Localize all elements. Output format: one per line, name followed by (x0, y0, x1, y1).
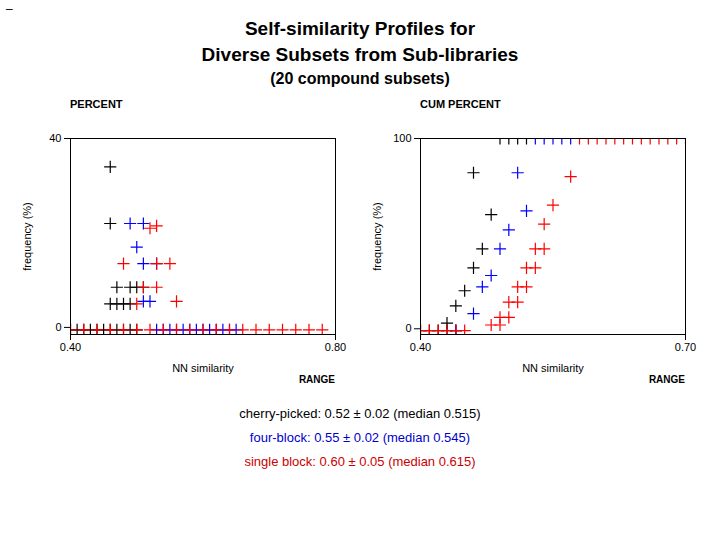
html-text:Self-similarity Profiles for: Self-similarity Profiles for (244, 18, 476, 39)
svg-text:0.40: 0.40 (60, 341, 81, 353)
svg-text:0: 0 (55, 321, 61, 333)
svg-text:0.70: 0.70 (675, 341, 696, 353)
html-text:CUM PERCENT: CUM PERCENT (420, 98, 501, 110)
html-text:PERCENT: PERCENT (70, 98, 123, 110)
svg-text:0: 0 (405, 322, 411, 334)
svg-text:NN similarity: NN similarity (172, 362, 234, 374)
svg-text:0.80: 0.80 (325, 341, 346, 353)
svg-text:NN similarity: NN similarity (522, 362, 584, 374)
html-text:cherry-picked: 0.52 ± 0.02 (me: cherry-picked: 0.52 ± 0.02 (median 0.515… (239, 406, 481, 421)
html-text:(20 compound subsets): (20 compound subsets) (270, 70, 450, 87)
html-text:four-block: 0.55 ± 0.02 (media: four-block: 0.55 ± 0.02 (median 0.545) (249, 430, 471, 445)
svg-text:frequency (%): frequency (%) (371, 202, 383, 270)
html-text:RANGE: RANGE (648, 374, 685, 385)
html-text:single block: 0.60 ± 0.05 (med: single block: 0.60 ± 0.05 (median 0.615) (244, 454, 476, 469)
svg-text:0.40: 0.40 (410, 341, 431, 353)
svg-text:frequency (%): frequency (%) (21, 202, 33, 270)
svg-text:100: 100 (393, 132, 411, 144)
html-text:RANGE: RANGE (298, 374, 335, 385)
html-text:Diverse Subsets from Sub-libra: Diverse Subsets from Sub-libraries (201, 44, 519, 65)
svg-text:40: 40 (49, 132, 61, 144)
